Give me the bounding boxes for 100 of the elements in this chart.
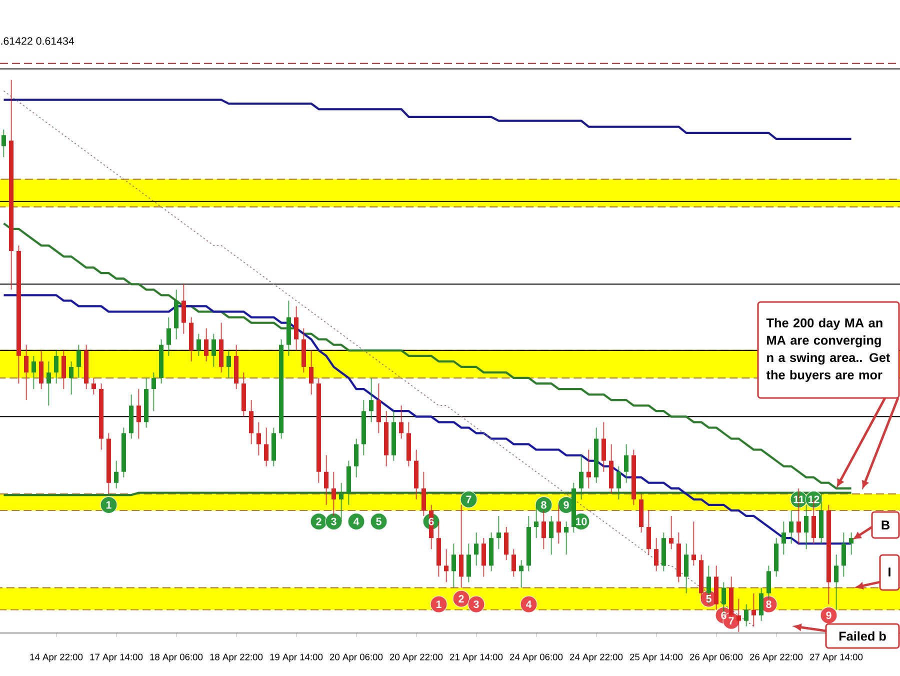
annotation: 2: [316, 518, 322, 526]
candlestick: [556, 504, 562, 544]
annotation: I: [888, 568, 890, 576]
candlestick: [482, 538, 486, 578]
candlestick: [512, 548, 516, 578]
x-tick-label: 24 Apr 22:00: [570, 654, 623, 662]
candlestick: [182, 284, 186, 334]
candlestick: [534, 504, 539, 538]
x-tick-label: 26 Apr 22:00: [750, 654, 803, 662]
annotation: Failed b: [839, 631, 886, 641]
x-tick-label: 18 Apr 06:00: [150, 654, 203, 662]
candlestick: [646, 510, 652, 556]
x-tick-label: 21 Apr 14:00: [450, 654, 503, 662]
x-tick-label: 18 Apr 22:00: [210, 654, 263, 662]
candlestick: [204, 328, 209, 362]
x-tick-label: 17 Apr 14:00: [90, 654, 143, 662]
candlestick: [466, 543, 472, 583]
text: B: [882, 520, 890, 530]
candlestick: [849, 532, 854, 556]
annotation: 12: [808, 496, 820, 504]
candlestick: [542, 510, 546, 550]
annotation: The 200 day MA an MA are converging n a swing area.. Get the buyers are mor: [766, 318, 890, 382]
candlestick: [152, 372, 156, 412]
candlestick: [309, 350, 314, 395]
annotation: 4: [526, 600, 532, 608]
x-tick-label: 27 Apr 14:00: [810, 654, 863, 662]
candlestick: [166, 316, 172, 356]
candlestick: [39, 350, 44, 390]
candlestick: [804, 504, 809, 550]
candlestick: [504, 526, 509, 561]
candlestick: [766, 565, 772, 600]
candlestick: [654, 538, 659, 572]
x-tick-label: 25 Apr 14:00: [630, 654, 683, 662]
candlestick: [579, 454, 584, 500]
annotation: 5: [376, 518, 382, 526]
candlestick: [669, 516, 674, 550]
x-tick-label: 24 Apr 06:00: [510, 654, 563, 662]
candlestick: [474, 532, 479, 566]
candlestick: [196, 333, 201, 356]
candlestick: [324, 454, 329, 506]
candlestick: [24, 344, 29, 400]
candlestick: [69, 361, 74, 395]
candlestick: [212, 333, 216, 368]
candlestick: [226, 350, 232, 378]
candlestick: [256, 422, 261, 456]
candlestick: [834, 554, 839, 610]
candlestick: [114, 460, 118, 489]
x-tick-label: 14 Apr 22:00: [30, 654, 83, 662]
candlestick: [92, 378, 96, 395]
candlestick: [369, 378, 374, 423]
candlestick: [32, 356, 36, 390]
candlestick: [2, 129, 6, 158]
candlestick: [376, 383, 382, 434]
candlestick: [496, 516, 502, 550]
x-tick-label: 26 Apr 06:00: [690, 654, 743, 662]
candlestick: [459, 504, 464, 588]
candlestick: [782, 521, 786, 556]
annotation: 7: [466, 496, 472, 504]
annotation: 8: [541, 501, 546, 509]
candlestick: [264, 427, 269, 467]
candlestick: [354, 438, 359, 478]
candlestick: [736, 598, 742, 632]
candlestick: [249, 400, 254, 445]
candlestick: [549, 516, 554, 556]
candlestick: [62, 350, 66, 390]
candlestick: [332, 471, 336, 516]
x-tick-label: 20 Apr 06:00: [330, 654, 383, 662]
candlestick: [842, 532, 846, 578]
x-tick-label: 19 Apr 14:00: [270, 654, 323, 662]
candlestick: [399, 405, 404, 440]
annotation: 10: [576, 518, 587, 526]
annotation: 3: [474, 600, 479, 608]
candlestick: [422, 471, 426, 516]
candlestick: [452, 543, 456, 588]
candlestick: [602, 422, 606, 472]
annotation: 9: [826, 612, 832, 620]
candlestick: [136, 388, 141, 440]
candlestick: [46, 361, 52, 406]
annotation: 3: [331, 518, 336, 526]
annotation: 4: [353, 518, 360, 526]
candlestick: [616, 466, 622, 500]
annotation: 8: [766, 600, 772, 608]
x-tick-label: 20 Apr 22:00: [390, 654, 443, 662]
candlestick: [624, 444, 629, 484]
candlestick: [339, 482, 344, 522]
candlestick: [789, 510, 794, 544]
candlestick: [519, 560, 524, 588]
annotation: 1: [436, 600, 442, 608]
candlestick: [752, 592, 756, 627]
candlestick: [294, 306, 299, 351]
candlestick: [759, 587, 764, 622]
candlestick: [586, 449, 592, 489]
annotation: 2: [458, 595, 464, 602]
candlestick: [54, 350, 58, 384]
annotation: 1: [106, 501, 112, 509]
candlestick: [684, 543, 689, 594]
candlestick: [564, 521, 569, 556]
candlestick: [76, 344, 81, 378]
annotation: 9: [564, 501, 569, 509]
candlestick: [744, 604, 749, 627]
